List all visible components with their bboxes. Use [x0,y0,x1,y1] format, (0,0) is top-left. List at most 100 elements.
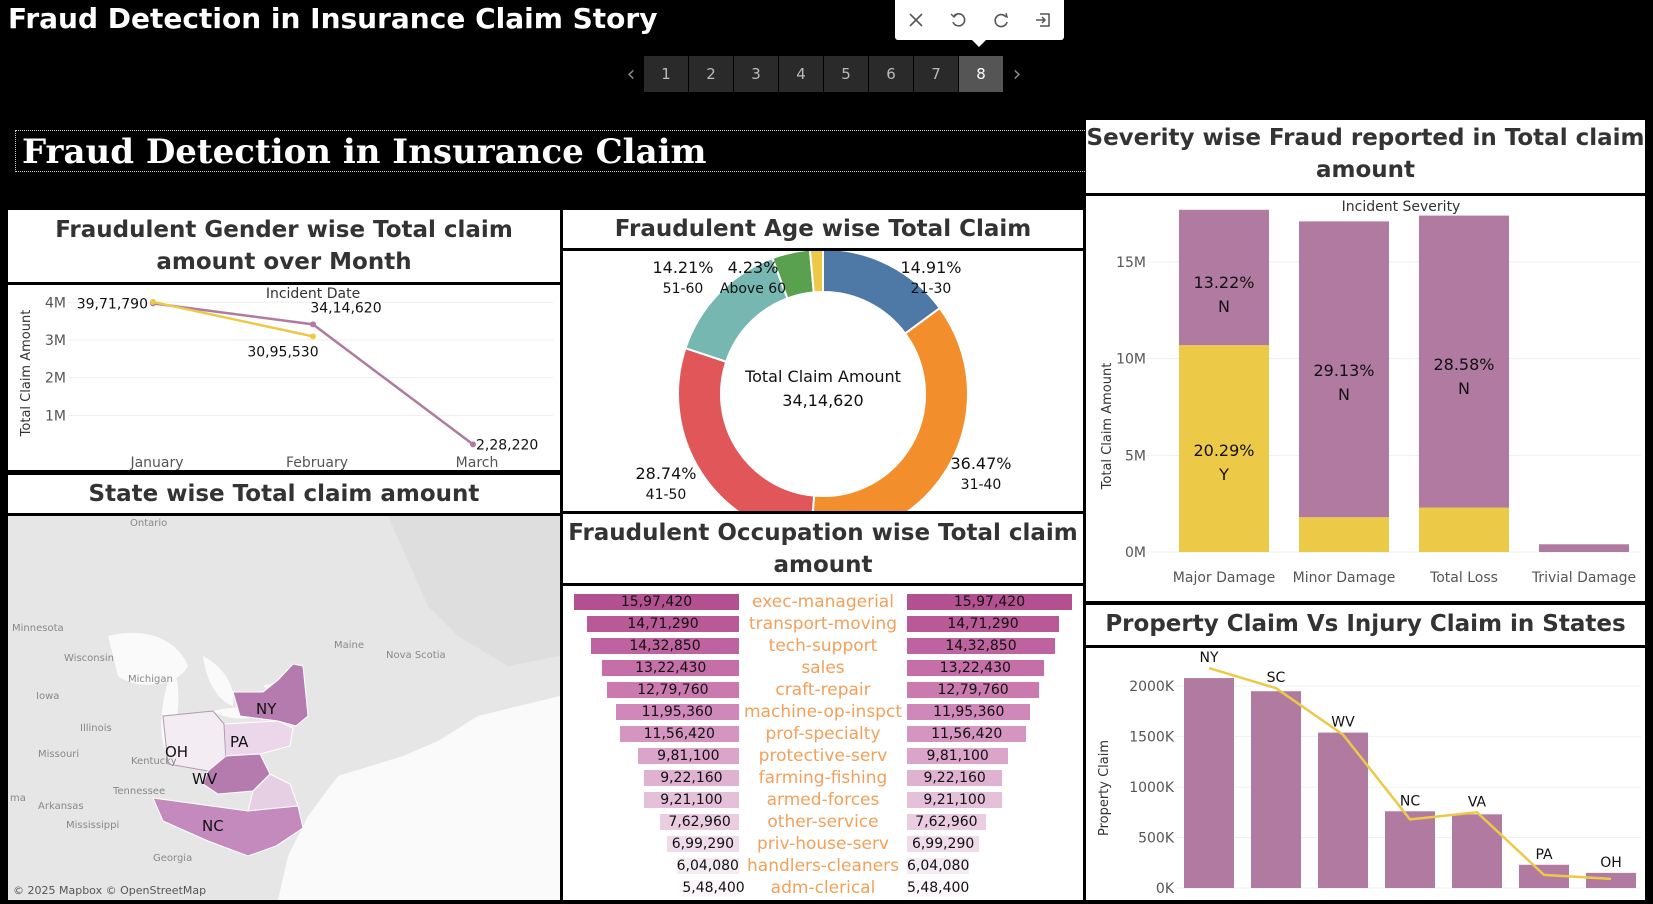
occupation-row[interactable]: 5,48,400 adm-clerical 5,48,400 [563,878,1083,898]
page-tab-4[interactable]: 4 [779,56,823,92]
injury-claim-line[interactable] [1208,666,1612,881]
donut-slice[interactable] [810,306,969,511]
gender-y-tick: 4M [45,295,66,311]
occupation-row[interactable]: 11,56,420 prof-specialty 11,56,420 [563,724,1083,744]
severity-bar-n[interactable] [1539,544,1629,552]
gender-point[interactable] [310,321,316,328]
page-tab-1[interactable]: 1 [644,56,688,92]
gender-y-tick: 1M [45,408,66,424]
donut-center-value: 34,14,620 [782,391,863,410]
occupation-bar-left: 14,71,290 [587,616,739,632]
page-tab-5[interactable]: 5 [824,56,868,92]
occupation-row[interactable]: 7,62,960 other-service 7,62,960 [563,812,1083,832]
state-map[interactable]: Ontario Minnesota Wisconsin Michigan Iow… [8,516,560,900]
severity-chart-panel: Incident Severity Total Claim Amount 0M 5M 1… [1086,196,1645,601]
occupation-bar-left: 13,22,430 [602,660,739,676]
property-bar[interactable] [1385,811,1435,888]
property-bar[interactable] [1586,872,1636,888]
gender-data-label: 2,28,220 [476,437,538,453]
ocean [278,696,560,900]
occupation-category-label: machine-op-inspct [744,702,902,722]
occupation-bar-right: 11,56,420 [907,726,1027,742]
gender-point[interactable] [470,441,476,448]
occupation-funnel-chart[interactable]: 15,97,420 exec-managerial 15,97,420 14,71,2… [563,586,1083,900]
occupation-row[interactable]: 13,22,430 sales 13,22,430 [563,658,1083,678]
property-chart-panel: Property Claim 0K 500K 1000K 1500K 2000K NY SC W… [1086,648,1645,900]
property-bar[interactable] [1184,678,1234,888]
occupation-bar-right: 6,99,290 [907,836,980,852]
severity-stacked-bar-chart[interactable]: Incident Severity Total Claim Amount 0M 5M 1… [1086,196,1645,601]
gender-point[interactable] [310,333,316,340]
property-y-tick: 1000K [1129,780,1175,796]
page-tab-2[interactable]: 2 [689,56,733,92]
property-bar[interactable] [1452,814,1502,888]
state-nc[interactable] [152,797,304,857]
prev-page-icon[interactable]: ‹ [626,61,636,87]
occupation-bar-right: 11,95,360 [907,704,1031,720]
occupation-row[interactable]: 15,97,420 exec-managerial 15,97,420 [563,592,1083,612]
property-state-label: NC [1400,793,1420,809]
gender-line-chart[interactable]: Incident Date Total Claim Amount 1M 2M 3M 4M J… [8,285,560,471]
map-label-wisconsin: Wisconsin [64,653,114,664]
severity-y-tick: 10M [1116,352,1146,368]
severity-bar-y[interactable] [1419,507,1509,552]
occupation-row[interactable]: 14,71,290 transport-moving 14,71,290 [563,614,1083,634]
occupation-bar-left: 9,81,100 [637,748,739,764]
occupation-panel-header: Fraudulent Occupation wise Total claim a… [563,514,1083,583]
occupation-row[interactable]: 12,79,760 craft-repair 12,79,760 [563,680,1083,700]
occupation-row[interactable]: 6,99,290 priv-house-serv 6,99,290 [563,834,1083,854]
refresh-icon[interactable] [986,5,1016,35]
property-y-tick: 2000K [1129,679,1175,695]
property-state-label: WV [1331,715,1355,731]
page-tab-6[interactable]: 6 [869,56,913,92]
donut-slice[interactable] [677,346,816,511]
state-ny[interactable] [232,663,309,727]
page-tab-3[interactable]: 3 [734,56,778,92]
occupation-category-label: protective-serv [758,746,888,766]
occupation-bar-left: 12,79,760 [606,682,739,698]
occupation-bar-right: 9,81,100 [907,748,1009,764]
donut-slice[interactable] [809,251,824,294]
property-combo-chart[interactable]: Property Claim 0K 500K 1000K 1500K 2000K NY SC W… [1086,648,1645,900]
severity-bar-n[interactable] [1419,215,1509,508]
occupation-category-label: priv-house-serv [756,834,889,854]
close-icon[interactable] [901,5,931,35]
occupation-row[interactable]: 9,22,160 farming-fishing 9,22,160 [563,768,1083,788]
severity-bar-y[interactable] [1299,517,1389,552]
severity-bar-n[interactable] [1179,209,1269,346]
gender-point[interactable] [150,298,156,305]
map-label-mississippi: Mississippi [66,820,119,831]
gender-y-tick: 2M [45,371,66,387]
severity-bar-n[interactable] [1299,221,1389,518]
severity-pct-label: 29.13% [1313,361,1374,380]
occupation-bar-right: 9,22,160 [907,770,1003,786]
gender-data-label: 39,71,790 [77,296,148,312]
map-attribution: © 2025 Mapbox © OpenStreetMap [13,884,206,897]
severity-bar-y[interactable] [1179,345,1269,552]
property-bar[interactable] [1318,732,1368,888]
gender-chart-panel: Incident Date Total Claim Amount 1M 2M 3M 4M J… [8,285,560,471]
occupation-bar-left: 11,95,360 [615,704,739,720]
exit-icon[interactable] [1028,5,1058,35]
occupation-row[interactable]: 9,81,100 protective-serv 9,81,100 [563,746,1083,766]
occupation-bar-right: 14,71,290 [907,616,1059,632]
occupation-category-label: exec-managerial [752,592,894,612]
property-bar[interactable] [1251,691,1301,888]
occupation-row[interactable]: 11,95,360 machine-op-inspct 11,95,360 [563,702,1083,722]
map-label-illinois: Illinois [80,723,112,734]
occupation-row[interactable]: 6,04,080 handlers-cleaners 6,04,080 [563,856,1083,876]
occupation-row[interactable]: 9,21,100 armed-forces 9,21,100 [563,790,1083,810]
next-page-icon[interactable]: › [1012,61,1022,87]
donut-name-label: 41-50 [646,487,687,503]
occupation-bar-left: 14,32,850 [591,638,739,654]
page-tab-8[interactable]: 8 [959,56,1003,92]
property-bar[interactable] [1519,864,1569,888]
age-donut-chart[interactable]: 14.91% 21-30 36.47% 31-40 28.74% 41-50 14.21% 5… [563,251,1083,511]
property-y-tick: 1500K [1129,730,1175,746]
donut-pct-label: 14.91% [900,258,961,277]
occupation-category-label: craft-repair [775,680,871,700]
occupation-row[interactable]: 14,32,850 tech-support 14,32,850 [563,636,1083,656]
page-tab-7[interactable]: 7 [914,56,958,92]
undo-icon[interactable] [943,5,973,35]
map-label-arkansas: Arkansas [38,801,84,812]
